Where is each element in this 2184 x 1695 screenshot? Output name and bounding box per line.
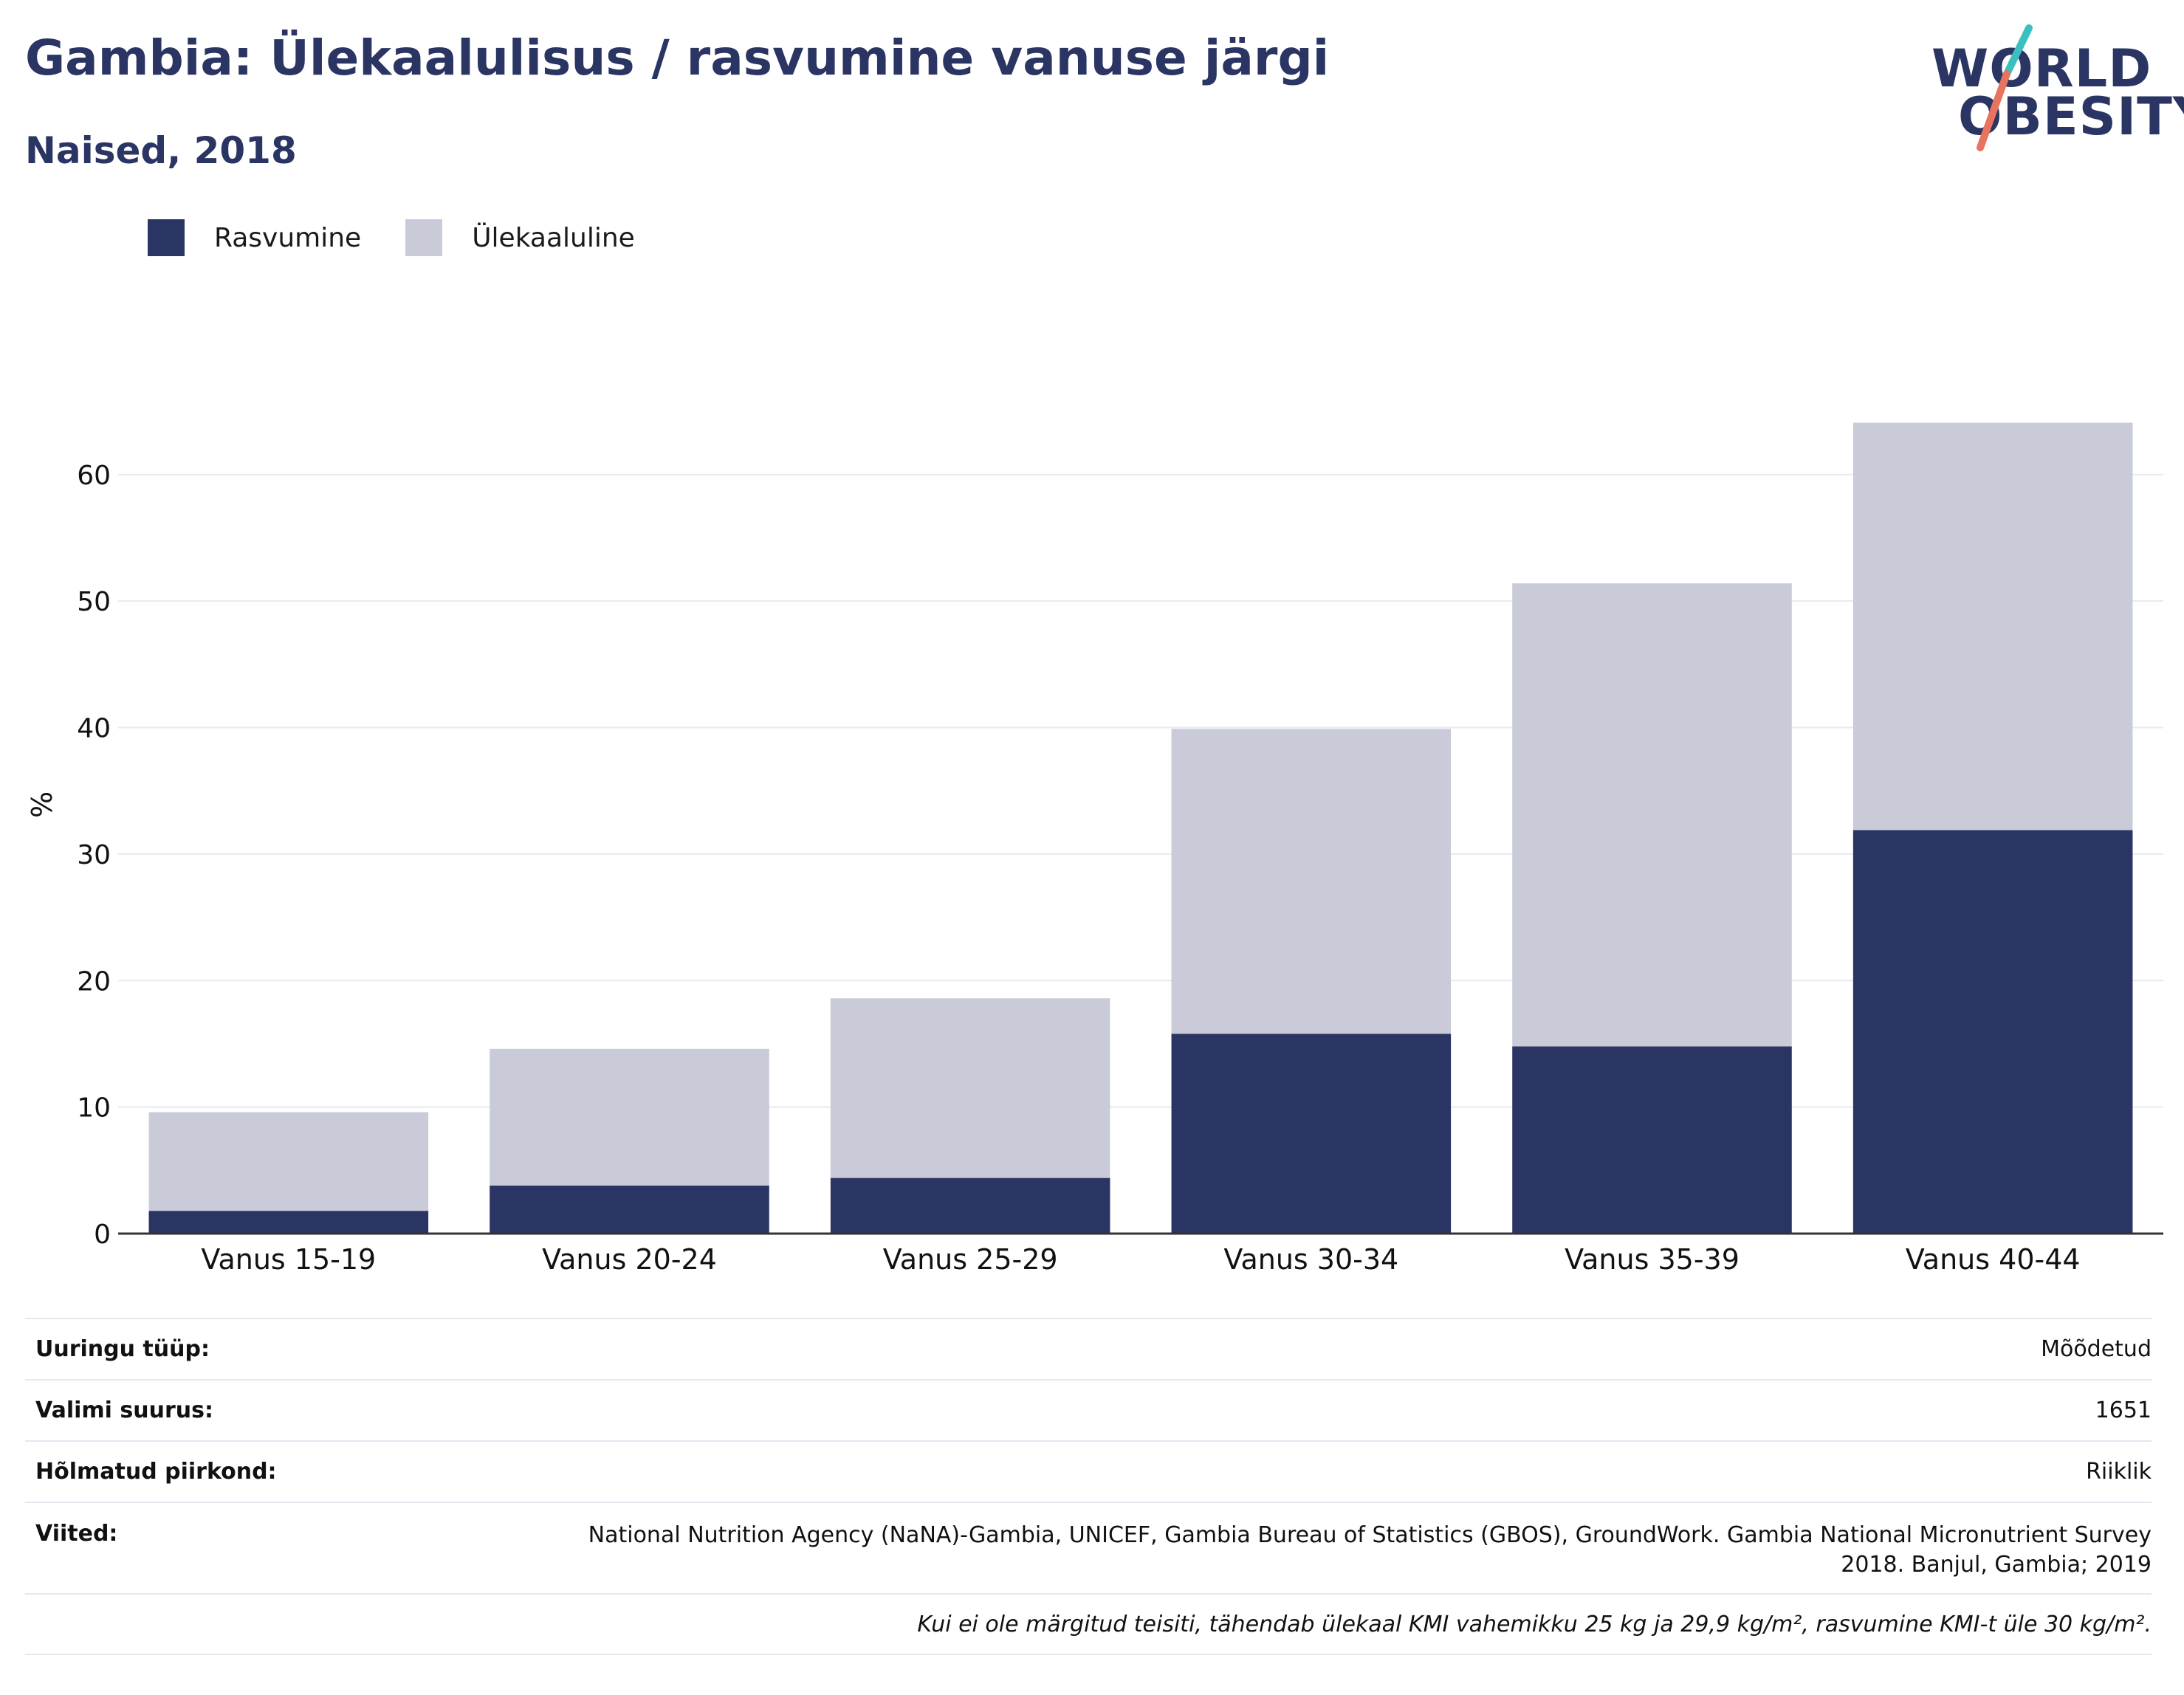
info-key: Viited:	[35, 1521, 118, 1547]
bar-ulekaaluline[interactable]	[830, 998, 1110, 1178]
logo-line-1: WORLD	[1931, 38, 2152, 99]
x-tick-labels: Vanus 15-19 Vanus 20-24 Vanus 25-29 Vanus 3…	[201, 1243, 2080, 1276]
x-tick-label: Vanus 20-24	[542, 1243, 717, 1276]
y-tick-label: 10	[77, 1093, 111, 1124]
y-tick-label: 30	[77, 840, 111, 870]
info-key: Uuringu tüüp:	[35, 1336, 210, 1362]
y-tick-label: 0	[94, 1220, 111, 1250]
info-row-survey-type: Uuringu tüüp: Mõõdetud	[25, 1318, 2152, 1379]
legend-swatch-ulekaaluline	[405, 219, 443, 256]
x-tick-label: Vanus 15-19	[201, 1243, 376, 1276]
chart-subtitle: Naised, 2018	[25, 129, 297, 172]
chart-title: Gambia: Ülekaalulisus / rasvumine vanuse…	[25, 30, 1330, 86]
bar-rasvumine[interactable]	[1171, 1034, 1452, 1234]
x-tick-label: Vanus 25-29	[883, 1243, 1058, 1276]
info-table: Uuringu tüüp: Mõõdetud Valimi suurus: 16…	[25, 1318, 2152, 1655]
info-row-coverage: Hõlmatud piirkond: Riiklik	[25, 1440, 2152, 1502]
grid-lines	[118, 473, 2163, 1108]
y-tick-labels: 0 10 20 30 40 50 60	[77, 461, 111, 1250]
x-tick-label: Vanus 35-39	[1565, 1243, 1740, 1276]
bar-ulekaaluline[interactable]	[148, 1112, 429, 1211]
legend-label-rasvumine: Rasvumine	[214, 222, 362, 253]
bar-rasvumine[interactable]	[1852, 830, 2133, 1234]
info-key: Valimi suurus:	[35, 1397, 213, 1423]
info-key: Hõlmatud piirkond:	[35, 1459, 277, 1485]
x-tick-label: Vanus 40-44	[1906, 1243, 2081, 1276]
bar-rasvumine[interactable]	[148, 1211, 429, 1234]
info-value: Mõõdetud	[2041, 1336, 2152, 1362]
chart-legend: Rasvumine Ülekaaluline	[148, 219, 679, 256]
bar-rasvumine[interactable]	[1512, 1046, 1792, 1234]
info-value: National Nutrition Agency (NaNA)-Gambia,…	[588, 1522, 2152, 1578]
bar-ulekaaluline[interactable]	[1171, 729, 1452, 1034]
legend-swatch-rasvumine	[148, 219, 185, 256]
y-tick-label: 20	[77, 966, 111, 997]
bar-ulekaaluline[interactable]	[490, 1048, 769, 1186]
bar-ulekaaluline[interactable]	[1512, 583, 1792, 1047]
info-row-sample-size: Valimi suurus: 1651	[25, 1379, 2152, 1440]
logo-slash-icon	[1977, 24, 2033, 151]
bar-rasvumine[interactable]	[830, 1177, 1110, 1234]
bar-rasvumine[interactable]	[490, 1185, 769, 1234]
info-value: Riiklik	[2086, 1459, 2152, 1485]
y-tick-label: 50	[77, 587, 111, 617]
world-obesity-logo: WORLD OBESITY	[1920, 22, 2184, 155]
y-tick-label: 40	[77, 714, 111, 744]
legend-item-rasvumine[interactable]: Rasvumine	[148, 219, 361, 256]
info-value: 1651	[2095, 1397, 2152, 1423]
footnote: Kui ei ole märgitud teisiti, tähendab ül…	[917, 1611, 2152, 1637]
y-axis-label: %	[26, 791, 58, 818]
legend-item-ulekaaluline[interactable]: Ülekaaluline	[405, 219, 635, 256]
info-row-references: Viited: National Nutrition Agency (NaNA)…	[25, 1502, 2152, 1593]
bars	[148, 422, 2133, 1234]
x-tick-label: Vanus 30-34	[1223, 1243, 1398, 1276]
bar-ulekaaluline[interactable]	[1852, 422, 2133, 831]
legend-label-ulekaaluline: Ülekaaluline	[472, 222, 635, 253]
y-tick-label: 60	[77, 461, 111, 491]
info-row-footnote: Kui ei ole märgitud teisiti, tähendab ül…	[25, 1593, 2152, 1655]
